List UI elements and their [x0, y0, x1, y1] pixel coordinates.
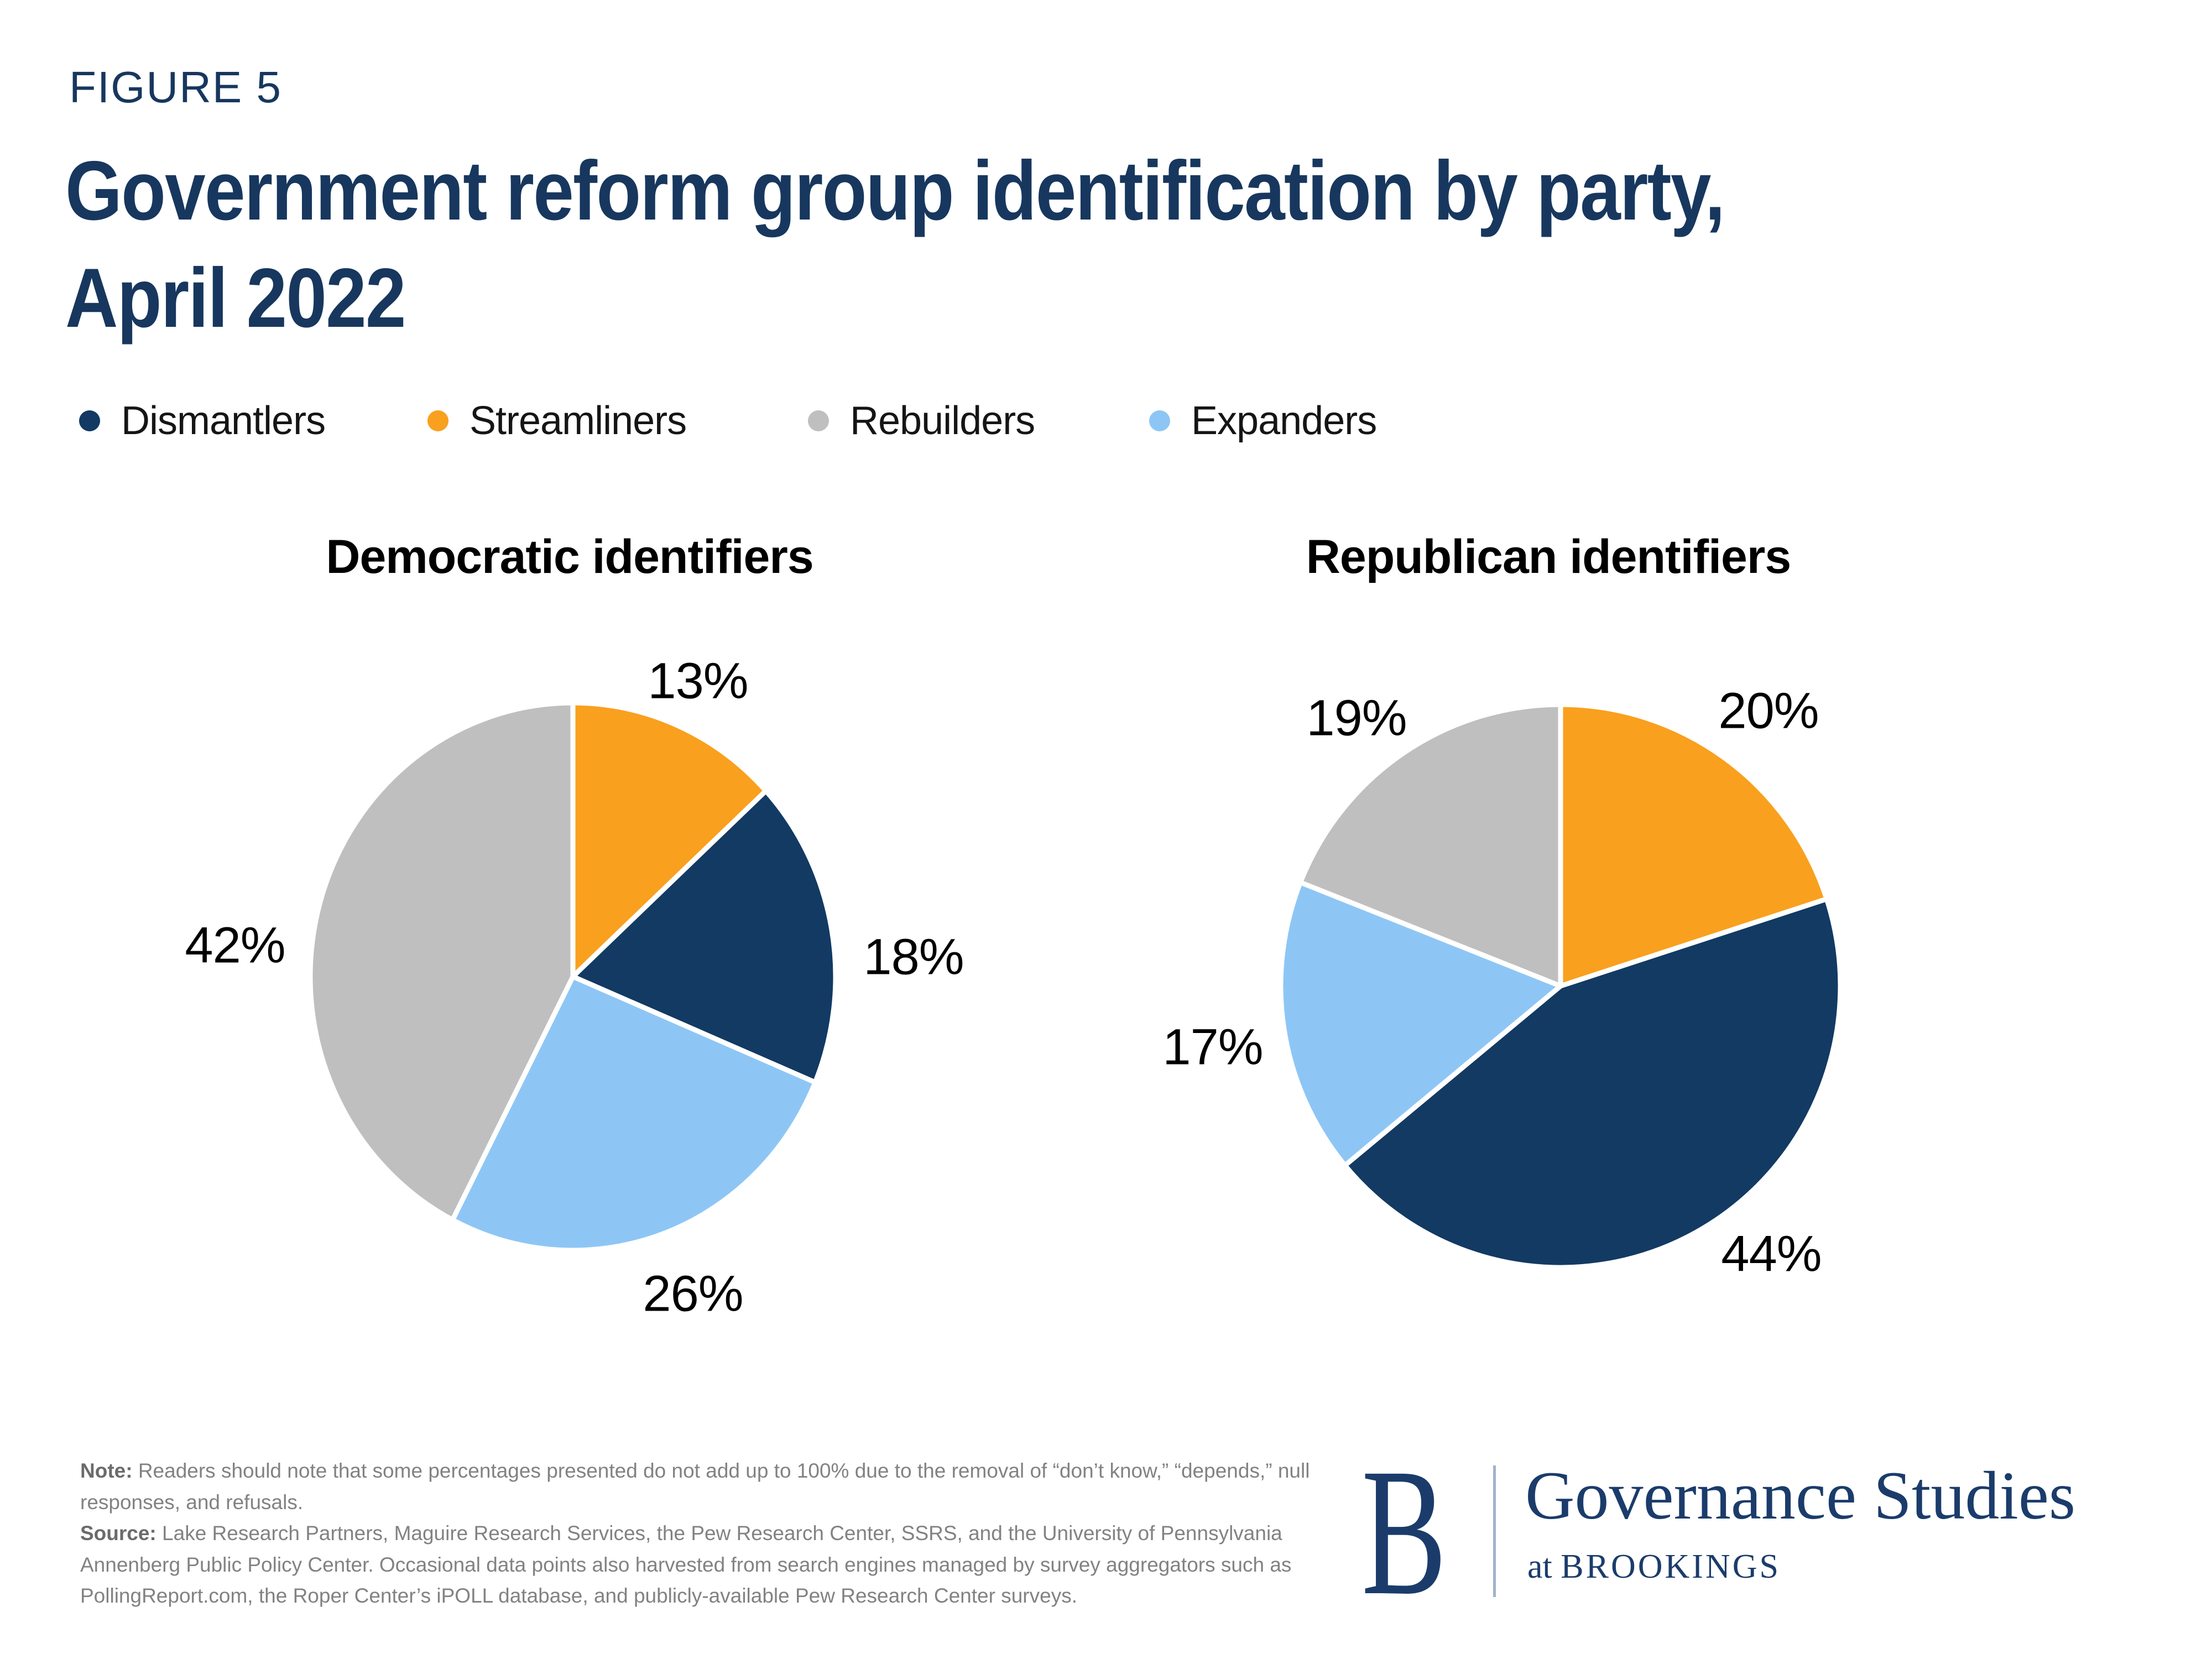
figure-number-label: FIGURE 5	[69, 62, 282, 112]
legend-label: Streamliners	[469, 399, 687, 443]
dem-expanders-value-label: 26%	[643, 1265, 743, 1322]
legend-label: Expanders	[1191, 399, 1377, 443]
note-paragraph: Note: Readers should note that some perc…	[80, 1455, 1330, 1518]
at-text: at	[1527, 1548, 1561, 1585]
dismantlers-dot-icon	[79, 410, 100, 431]
rebuilders-dot-icon	[808, 410, 829, 431]
legend-label: Rebuilders	[850, 399, 1035, 443]
dem-streamliners-value-label: 13%	[648, 653, 748, 709]
note-label: Note:	[80, 1459, 133, 1482]
rep-expanders-value-label: 17%	[1162, 1019, 1263, 1076]
source-text: Lake Research Partners, Maguire Research…	[80, 1522, 1292, 1607]
source-label: Source:	[80, 1522, 156, 1545]
governance-studies-wordmark: Governance Studies	[1525, 1458, 2076, 1533]
figure-title-line2: April 2022	[65, 251, 406, 345]
democratic-pie-chart	[307, 700, 839, 1254]
pie-slice-streamliners	[1558, 702, 1829, 989]
pie-slice-streamliners	[570, 700, 769, 979]
brookings-monogram-logo: B	[1361, 1431, 1447, 1633]
pie-slice-expanders	[450, 974, 818, 1253]
pie-slice-expanders	[1278, 880, 1563, 1168]
legend-item-rebuilders: Rebuilders	[808, 396, 1035, 446]
logo-divider	[1493, 1465, 1496, 1597]
figure-title: Government reform group identification b…	[65, 137, 1725, 352]
pie-slice-rebuilders	[1298, 702, 1563, 989]
dem-dismantlers-value-label: 18%	[863, 928, 964, 985]
pie-slice-rebuilders	[307, 700, 576, 1223]
brookings-text: BROOKINGS	[1561, 1548, 1781, 1585]
source-paragraph: Source: Lake Research Partners, Maguire …	[80, 1518, 1330, 1612]
rep-dismantlers-value-label: 44%	[1721, 1225, 1822, 1282]
note-block: Note: Readers should note that some perc…	[80, 1455, 1330, 1612]
figure-title-line1: Government reform group identification b…	[65, 144, 1725, 238]
at-brookings-wordmark: at BROOKINGS	[1527, 1547, 1781, 1587]
democratic-chart-title: Democratic identifiers	[326, 530, 813, 583]
note-text: Readers should note that some percentage…	[80, 1459, 1310, 1514]
rep-rebuilders-value-label: 19%	[1306, 690, 1407, 747]
pie-slice-dismantlers	[570, 788, 838, 1085]
rep-streamliners-value-label: 20%	[1718, 682, 1819, 739]
legend-label: Dismantlers	[121, 399, 326, 443]
expanders-dot-icon	[1149, 410, 1170, 431]
republican-chart-title: Republican identifiers	[1306, 530, 1791, 583]
legend-item-streamliners: Streamliners	[427, 396, 687, 446]
legend-item-expanders: Expanders	[1149, 396, 1377, 446]
legend-item-dismantlers: Dismantlers	[79, 396, 326, 446]
streamliners-dot-icon	[427, 410, 448, 431]
dem-rebuilders-value-label: 42%	[185, 917, 285, 974]
pie-slice-dismantlers	[1342, 896, 1843, 1270]
republican-pie-chart	[1277, 701, 1844, 1271]
